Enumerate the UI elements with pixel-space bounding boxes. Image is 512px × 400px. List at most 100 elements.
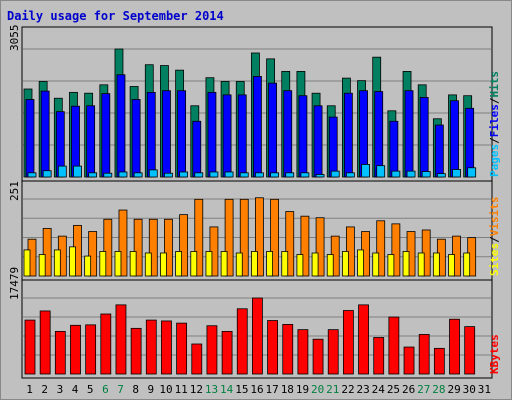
- bar-sites-day-1: [23, 249, 31, 277]
- bar-files-day-17: [268, 82, 277, 178]
- visits-sites-bars: [23, 197, 491, 277]
- x-axis-day-labels: 1 2 3 4 5 6 7 8 9 10 11 12 13 14 15 16 17 18 19 20 21 22 23 24 2…: [26, 383, 491, 396]
- x-tick-day: 2: [41, 383, 48, 396]
- x-tick-day: 31: [478, 383, 491, 396]
- x-tick-day: 9: [148, 383, 155, 396]
- bar-sites-day-15: [235, 252, 243, 277]
- bar-kbytes-day-23: [358, 304, 369, 375]
- bar-pages-day-19: [300, 172, 310, 178]
- side-label-visits: Visits: [488, 197, 501, 237]
- bar-kbytes-day-26: [403, 346, 415, 375]
- bar-visits-day-19: [300, 215, 310, 277]
- side-label-sites: Sites: [488, 243, 501, 276]
- bar-files-day-6: [101, 93, 111, 178]
- bar-visits-day-11: [179, 214, 189, 277]
- bar-visits-day-14: [224, 198, 234, 277]
- page-title: Daily usage for September 2014: [7, 9, 224, 23]
- bar-pages-day-23: [361, 164, 370, 178]
- bar-files-day-18: [283, 90, 293, 178]
- bar-pages-day-24: [376, 165, 386, 178]
- bar-visits-day-24: [376, 220, 386, 277]
- x-tick-day: 24: [372, 383, 386, 396]
- side-label-files: Files: [488, 104, 501, 137]
- bar-pages-day-25: [391, 170, 401, 178]
- bar-pages-day-11: [179, 171, 189, 178]
- bar-sites-day-26: [402, 251, 410, 277]
- bar-kbytes-day-1: [24, 319, 36, 375]
- hits-files-pages-bars: [23, 48, 491, 178]
- bar-pages-day-18: [285, 172, 295, 178]
- bar-files-day-21: [328, 116, 338, 178]
- bar-files-day-5: [86, 105, 96, 178]
- x-tick-day: 11: [175, 383, 188, 396]
- bar-pages-day-22: [345, 172, 355, 178]
- x-tick-day: 15: [235, 383, 248, 396]
- bar-pages-day-28: [436, 173, 446, 178]
- x-tick-day: 8: [132, 383, 139, 396]
- bar-kbytes-day-30: [464, 326, 476, 375]
- side-label-hits: Hits: [488, 71, 501, 98]
- bar-kbytes-day-14: [221, 330, 233, 375]
- bar-visits-day-16: [255, 197, 264, 277]
- bar-kbytes-day-20: [312, 338, 324, 375]
- bar-sites-day-6: [99, 251, 107, 277]
- bar-sites-day-29: [448, 254, 455, 277]
- bar-sites-day-24: [372, 252, 380, 277]
- bar-files-day-29: [450, 100, 459, 178]
- bar-files-day-15: [237, 94, 247, 178]
- x-tick-day: 5: [87, 383, 94, 396]
- bar-sites-day-14: [220, 251, 228, 277]
- bar-files-day-13: [207, 91, 217, 178]
- x-tick-day: 19: [296, 383, 309, 396]
- bar-kbytes-day-5: [85, 324, 97, 375]
- bar-kbytes-day-19: [297, 329, 309, 375]
- x-tick-day: 7: [117, 383, 124, 396]
- bar-kbytes-day-29: [449, 318, 460, 375]
- bar-files-day-24: [374, 91, 384, 178]
- bar-visits-day-10: [164, 218, 173, 277]
- bar-pages-day-29: [452, 169, 461, 178]
- x-tick-day: 21: [326, 383, 339, 396]
- bar-sites-day-3: [53, 249, 61, 277]
- x-tick-day: 1: [26, 383, 33, 396]
- bar-visits-day-18: [285, 211, 295, 277]
- bar-sites-day-28: [432, 252, 440, 277]
- bar-sites-day-4: [69, 246, 76, 277]
- bar-kbytes-day-7: [115, 304, 127, 375]
- bar-pages-day-27: [421, 171, 431, 178]
- bar-sites-day-11: [175, 251, 183, 277]
- bar-sites-day-20: [311, 252, 319, 277]
- x-tick-day: 10: [159, 383, 172, 396]
- bar-kbytes-day-17: [267, 320, 278, 375]
- bar-kbytes-day-13: [206, 325, 218, 375]
- bar-files-day-27: [419, 96, 429, 178]
- series-side-label: Pages/Files/Hits: [488, 71, 501, 177]
- y-max-label: 17479: [8, 267, 21, 300]
- bar-kbytes-day-24: [373, 337, 385, 375]
- series-side-label: Sites/Visits: [488, 197, 501, 277]
- bar-sites-day-16: [251, 251, 258, 277]
- bar-kbytes-day-6: [100, 313, 112, 375]
- bar-kbytes-day-12: [191, 343, 203, 375]
- bar-files-day-20: [313, 105, 323, 178]
- bar-files-day-2: [40, 90, 50, 178]
- axis-labels: 3055 Pages/Files/Hits 251 Sites/Visits 17479…: [8, 25, 501, 375]
- bar-pages-day-14: [224, 171, 234, 178]
- bar-kbytes-day-15: [236, 308, 248, 375]
- x-tick-day: 18: [281, 383, 294, 396]
- bar-pages-day-6: [103, 172, 113, 178]
- side-label-kbytes: KBytes: [488, 334, 501, 374]
- bar-kbytes-day-28: [433, 347, 445, 375]
- bar-pages-day-5: [88, 172, 98, 178]
- series-side-label: KBytes: [488, 334, 501, 374]
- kbytes-bars: [23, 297, 491, 375]
- x-tick-day: 30: [463, 383, 476, 396]
- bar-kbytes-day-11: [176, 322, 188, 375]
- bar-kbytes-day-4: [70, 324, 81, 375]
- bar-kbytes-day-27: [418, 334, 430, 375]
- bar-pages-day-3: [57, 165, 67, 178]
- bar-pages-day-13: [209, 171, 219, 178]
- bar-visits-day-2: [42, 228, 52, 277]
- side-label-pages: Pages: [488, 144, 501, 177]
